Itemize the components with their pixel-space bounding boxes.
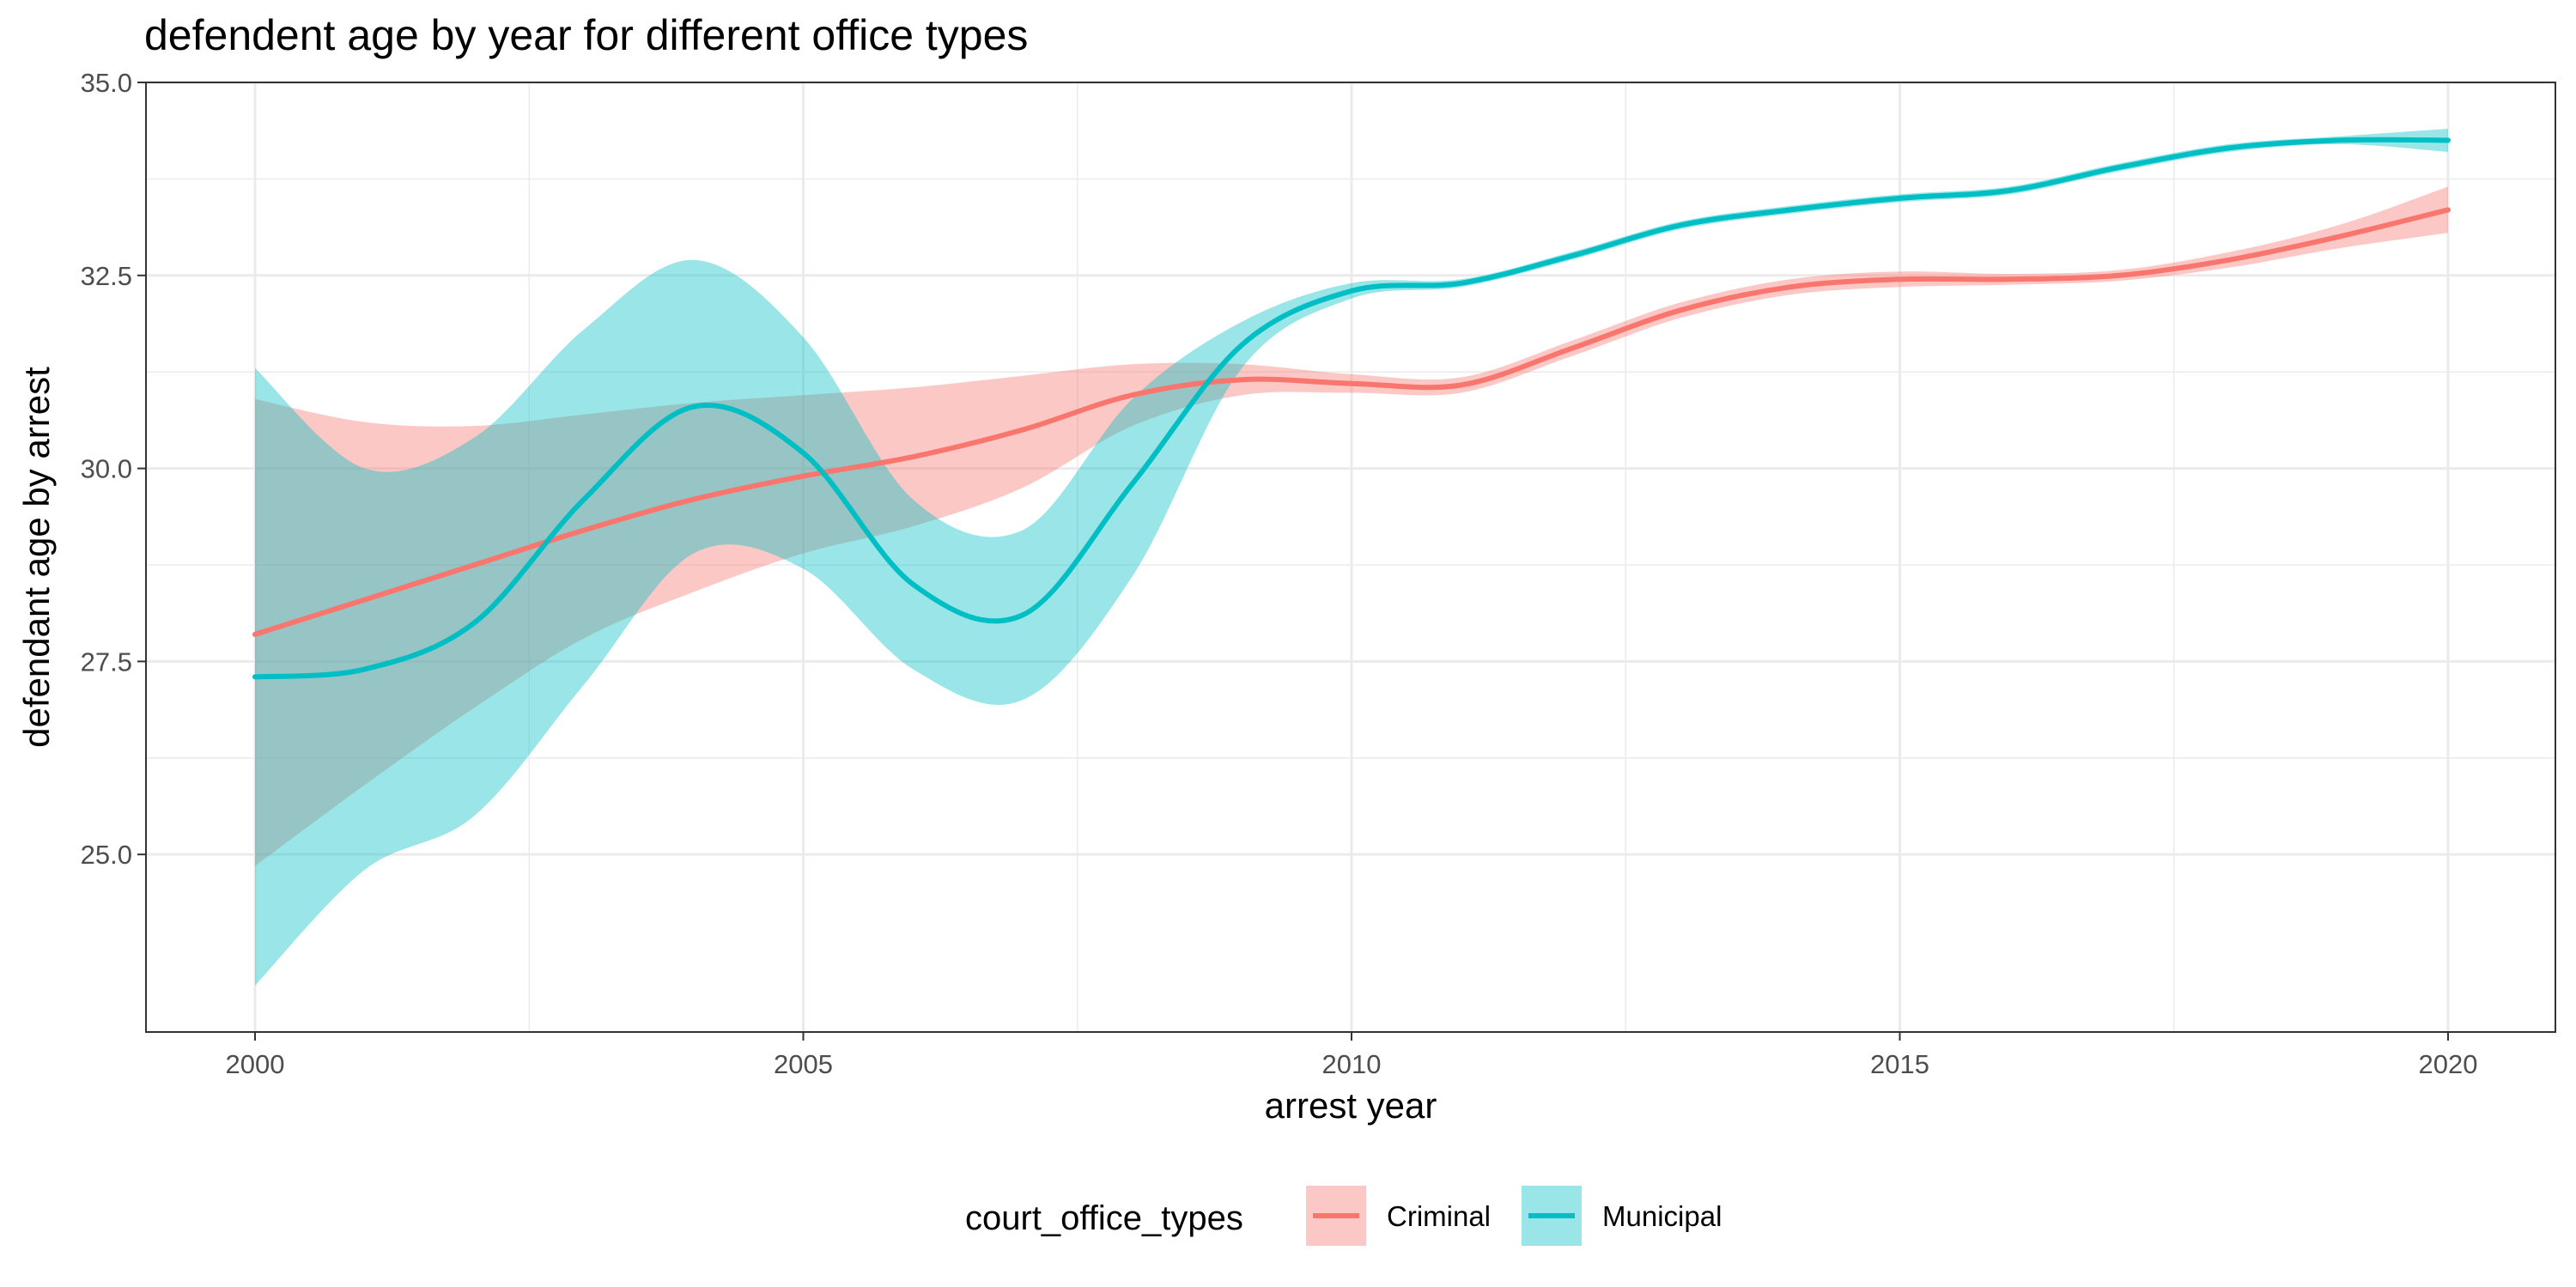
series-line-criminal — [252, 207, 2451, 637]
y-tick-label: 30.0 — [81, 454, 132, 484]
x-tick-label: 2020 — [2419, 1049, 2478, 1079]
legend: court_office_types Criminal Municipal — [965, 1186, 1722, 1246]
confidence-bands — [255, 129, 2448, 986]
y-axis-title: defendant age by arrest — [16, 367, 57, 748]
y-tick-label: 35.0 — [81, 68, 132, 98]
legend-label-criminal: Criminal — [1387, 1200, 1491, 1232]
series-lines — [252, 137, 2451, 680]
y-tick-label: 25.0 — [81, 840, 132, 870]
series-line-municipal — [252, 137, 2451, 680]
chart-title: defendent age by year for different offi… — [144, 11, 1028, 59]
x-axis: 2000 2005 2010 2015 2020 — [226, 1032, 2478, 1079]
confidence-band-criminal — [255, 186, 2448, 866]
y-tick-label: 27.5 — [81, 647, 132, 677]
y-axis: 25.0 27.5 30.0 32.5 35.0 — [81, 68, 146, 870]
x-tick-label: 2010 — [1322, 1049, 1382, 1079]
legend-label-municipal: Municipal — [1602, 1200, 1722, 1232]
confidence-band-municipal — [255, 129, 2448, 986]
x-axis-title: arrest year — [1265, 1085, 1437, 1126]
legend-title: court_office_types — [965, 1199, 1243, 1237]
x-tick-label: 2015 — [1870, 1049, 1929, 1079]
y-tick-label: 32.5 — [81, 261, 132, 291]
x-tick-label: 2005 — [774, 1049, 833, 1079]
x-tick-label: 2000 — [226, 1049, 285, 1079]
